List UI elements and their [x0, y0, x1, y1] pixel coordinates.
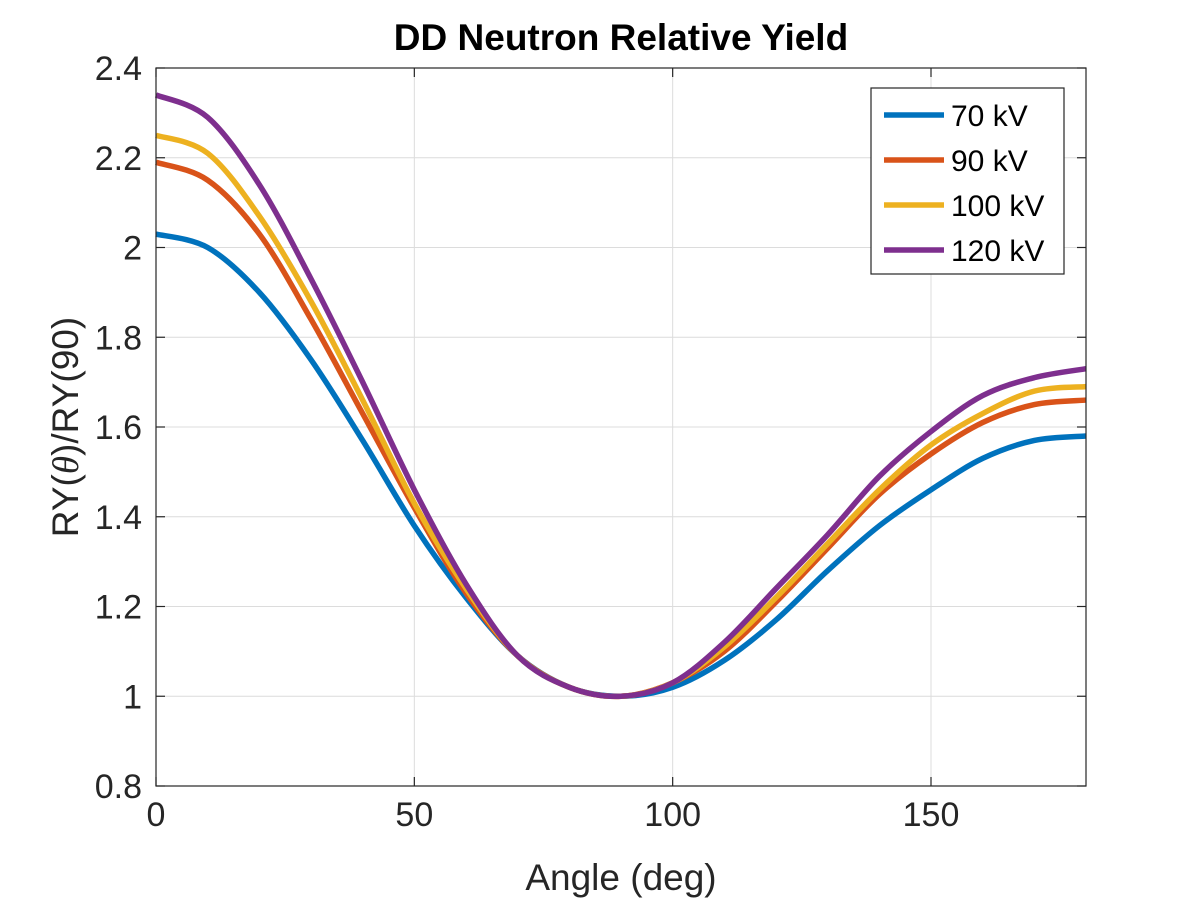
x-axis-label: Angle (deg) — [525, 857, 716, 898]
legend-label: 120 kV — [951, 235, 1044, 268]
x-tick-label: 50 — [395, 796, 433, 834]
x-tick-label: 150 — [903, 796, 960, 834]
legend-label: 90 kV — [951, 145, 1028, 178]
y-axis-label-suffix: )/RY(90) — [45, 317, 86, 456]
legend: 70 kV 90 kV 100 kV 120 kV — [870, 87, 1065, 275]
x-tick-label: 0 — [147, 796, 166, 834]
y-tick-label: 1 — [123, 678, 142, 716]
y-axis-label-theta: θ — [46, 456, 87, 474]
y-tick-label: 2 — [123, 230, 142, 268]
y-tick-label: 1.8 — [95, 319, 142, 357]
legend-box — [870, 87, 1065, 275]
y-tick-label: 1.4 — [95, 499, 142, 537]
axis-ticks: 0 50 100 150 0.8 1 1.2 1.4 1.6 1.8 2 2.2 2.4 — [95, 50, 1086, 834]
chart-title: DD Neutron Relative Yield — [394, 17, 848, 58]
x-tick-label: 100 — [644, 796, 701, 834]
y-tick-label: 2.2 — [95, 140, 142, 178]
y-tick-label: 2.4 — [95, 50, 142, 88]
series-line-70-kv — [155, 231, 1087, 699]
y-axis-label-prefix: RY( — [45, 473, 86, 537]
legend-label: 100 kV — [951, 190, 1044, 223]
y-tick-label: 0.8 — [95, 768, 142, 806]
plot-series — [154, 92, 1087, 700]
legend-label: 70 kV — [951, 100, 1028, 133]
y-tick-label: 1.6 — [95, 409, 142, 447]
y-axis-label: RY(θ)/RY(90) — [45, 317, 87, 537]
series-line-120-kv — [154, 92, 1087, 700]
y-tick-label: 1.2 — [95, 589, 142, 627]
